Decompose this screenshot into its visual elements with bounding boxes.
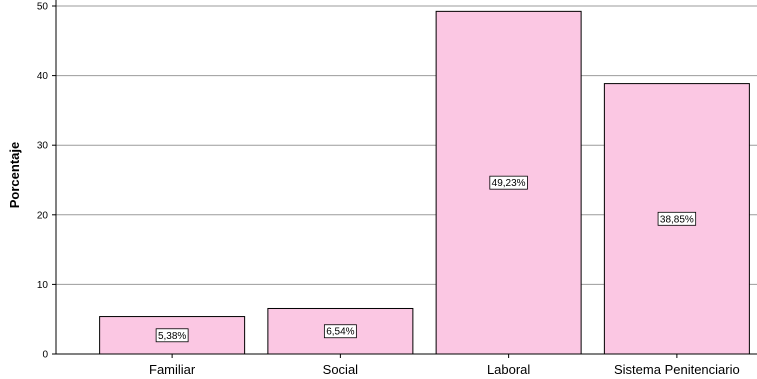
data-label-box <box>489 175 528 190</box>
y-tick-label: 30 <box>37 141 49 152</box>
y-axis-title: Porcentaje <box>7 142 22 208</box>
x-tick-label: Laboral <box>487 362 530 377</box>
data-label-box <box>323 324 357 339</box>
y-tick-label: 10 <box>37 280 49 291</box>
data-label: 6,54% <box>326 327 354 338</box>
data-label: 49,23% <box>492 178 526 189</box>
x-tick-label: Sistema Penitenciario <box>614 362 740 377</box>
y-tick-label: 0 <box>42 350 48 361</box>
bars <box>99 10 750 355</box>
data-label: 5,38% <box>158 331 186 342</box>
axes <box>52 0 757 358</box>
y-tick-label: 20 <box>37 210 49 221</box>
x-tick-label: Social <box>323 362 359 377</box>
x-tick-label: Familiar <box>149 362 196 377</box>
y-tick-label: 50 <box>37 2 49 13</box>
y-tick-label: 40 <box>37 71 49 82</box>
data-label-box <box>657 211 697 226</box>
data-label: 38,85% <box>660 214 694 225</box>
data-label-box <box>155 328 189 343</box>
labels: 0 10 20 30 40 50 5,38% Familiar 6,54% Social 49,23… <box>37 2 740 378</box>
